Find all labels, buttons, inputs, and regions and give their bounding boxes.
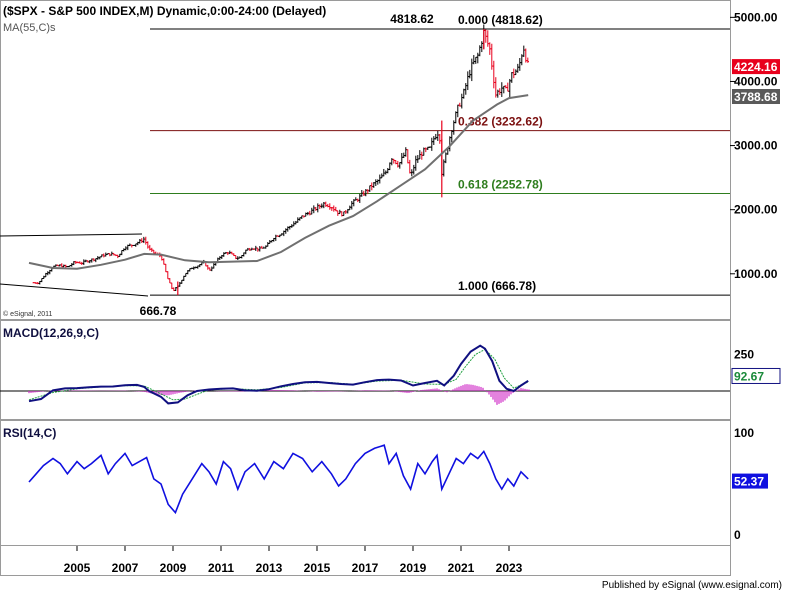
price-tag-box [732, 473, 768, 489]
macd-series [0, 344, 730, 405]
macd-line [28, 344, 529, 405]
axes: 1000.00 2000.00 3000.00 4000.00 5000.00 250 10… [64, 10, 778, 575]
fib-label: 0.618 (2252.78) [458, 177, 543, 191]
x-tick-label: 2009 [160, 561, 187, 575]
price-tag-label: 52.37 [734, 475, 764, 489]
rsi-line [28, 444, 529, 515]
x-tick-label: 2017 [352, 561, 379, 575]
trough-annotation: 666.78 [140, 304, 177, 318]
channel-lines [0, 233, 149, 297]
x-tick-label: 2005 [64, 561, 91, 575]
copyright-label: © eSignal, 2011 [3, 310, 53, 318]
chart-title: ($SPX - S&P 500 INDEX,M) Dynamic,0:00-24… [3, 4, 326, 18]
x-tick-label: 2013 [256, 561, 283, 575]
price-tag-label: 4224.16 [734, 60, 778, 74]
price-bars [32, 24, 529, 296]
price-tags: 4224.16 3788.68 92.67 52.37 [731, 59, 781, 489]
price-tag-box [732, 59, 780, 75]
x-tick-label: 2011 [208, 561, 234, 575]
y-tick-label: 3000.00 [734, 139, 778, 153]
price-tag-label: 3788.68 [734, 90, 778, 104]
rsi-panel [0, 420, 731, 546]
price-panel [0, 0, 731, 320]
peak-annotation: 4818.62 [390, 12, 434, 26]
channel-upper-line [0, 233, 143, 237]
rsi-y-tick-label: 100 [734, 426, 754, 440]
y-tick-label: 5000.00 [734, 10, 778, 24]
y-tick-label: 2000.00 [734, 203, 778, 217]
published-label: Published by eSignal (www.esignal.com) [602, 580, 782, 591]
fib-label: 1.000 (666.78) [458, 279, 536, 293]
ma-line [28, 94, 529, 270]
labels: ($SPX - S&P 500 INDEX,M) Dynamic,0:00-24… [3, 4, 782, 591]
rsi-series [28, 444, 529, 515]
price-tag-box [732, 89, 780, 105]
macd-y-tick-label: 250 [734, 348, 754, 362]
price-tag-box [731, 367, 781, 384]
ma-legend-label: MA(55,C)s [3, 22, 56, 34]
x-tick-label: 2007 [112, 561, 139, 575]
macd-title: MACD(12,26,9,C) [3, 326, 99, 340]
y-tick-label: 1000.00 [734, 267, 778, 281]
x-tick-label: 2015 [304, 561, 331, 575]
fib-label: 0.382 (3232.62) [458, 115, 543, 129]
fib-label: 0.000 (4818.62) [458, 13, 543, 27]
x-tick-label: 2021 [448, 561, 475, 575]
x-tick-label: 2023 [496, 561, 523, 575]
channel-lower-line [0, 283, 149, 297]
rsi-y-tick-label: 0 [734, 528, 741, 542]
price-tag-label: 92.67 [734, 369, 764, 383]
moving-average [28, 94, 529, 270]
fibonacci-levels: 0.000 (4818.62) 0.382 (3232.62) 0.618 (225… [150, 13, 730, 296]
rsi-title: RSI(14,C) [3, 426, 56, 440]
y-tick-label: 4000.00 [734, 74, 778, 88]
x-tick-label: 2019 [400, 561, 427, 575]
macd-panel [0, 320, 731, 420]
